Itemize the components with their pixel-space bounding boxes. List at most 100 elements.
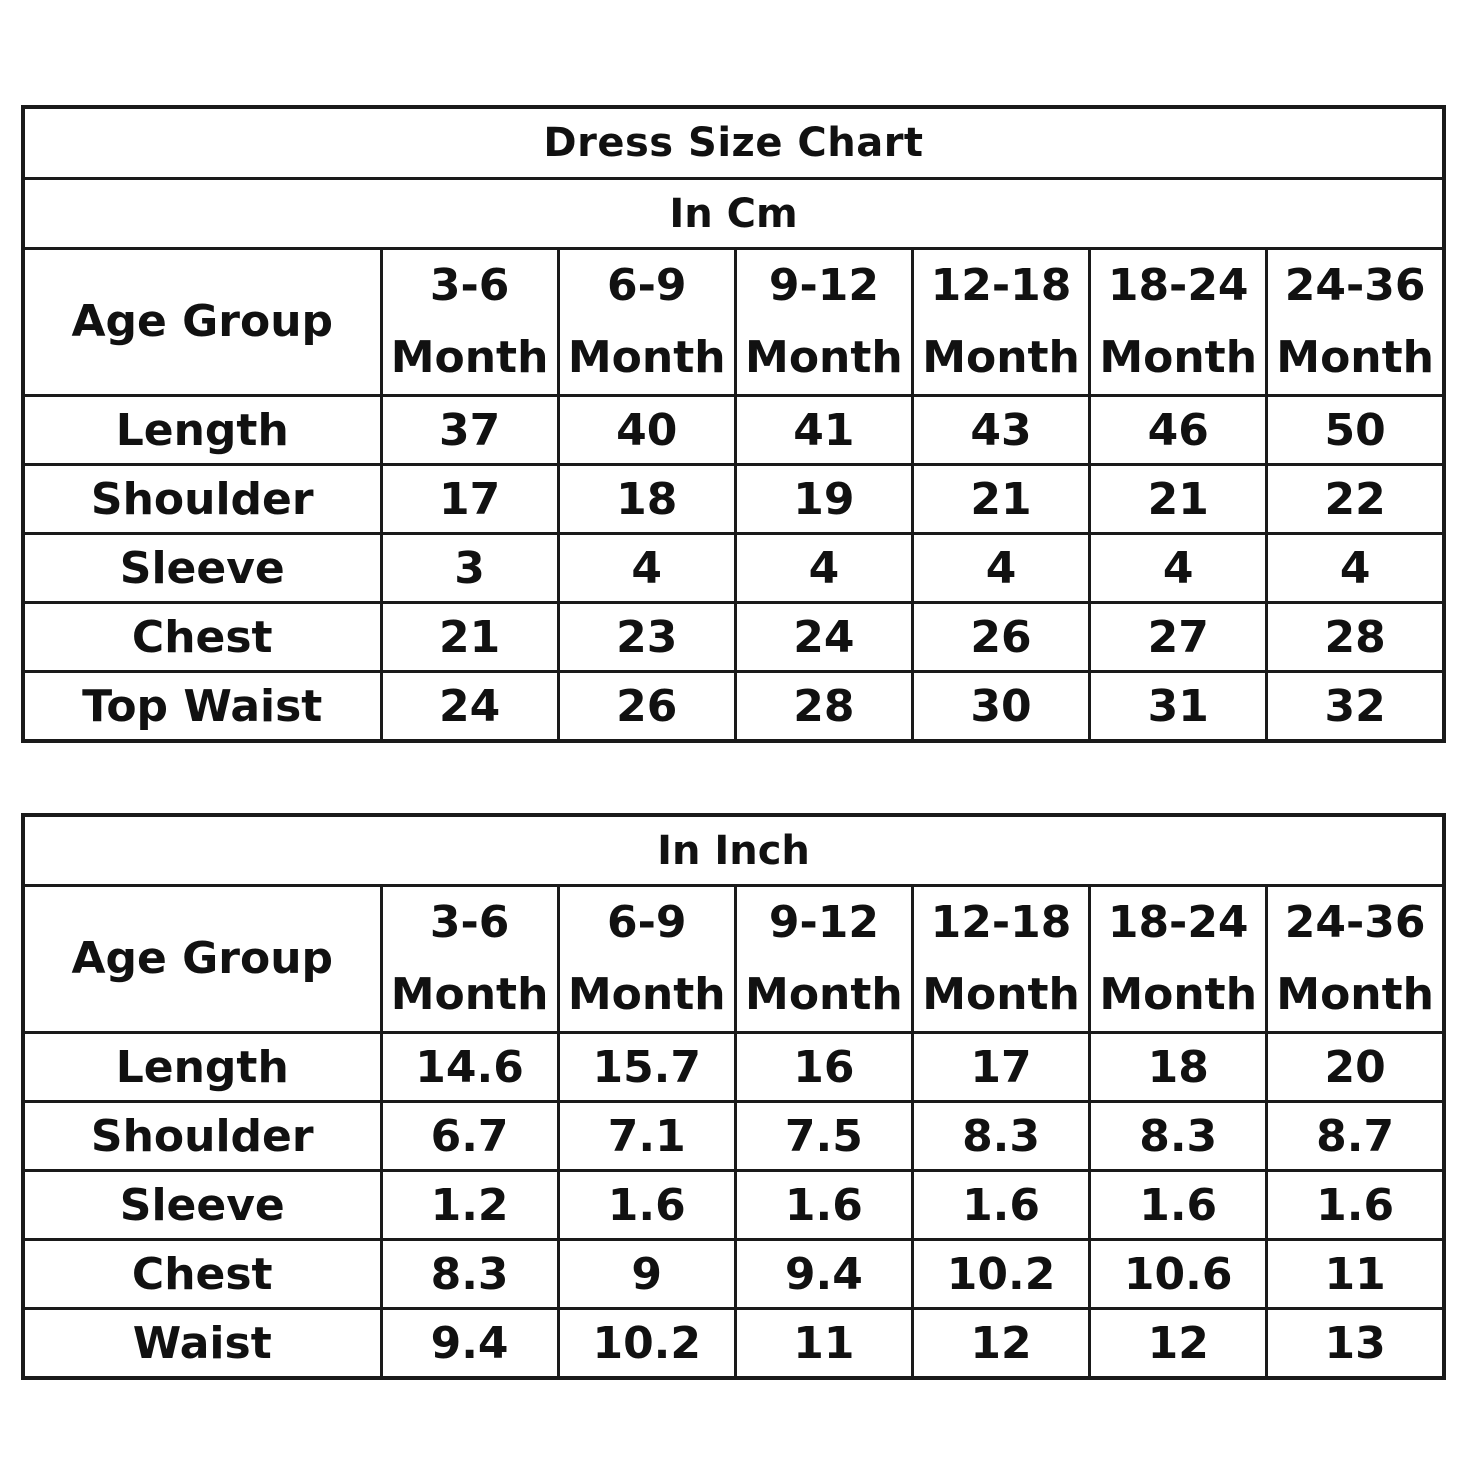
age-unit: Month xyxy=(567,332,726,383)
age-range: 18-24 xyxy=(1107,897,1249,948)
header-row: Age Group 3-6 Month 6-9 Month 9-12 Month 12… xyxy=(21,247,1446,397)
table-cell: 4 xyxy=(1088,532,1269,604)
table-cell: 26 xyxy=(910,601,1092,673)
unit-label-cm: In Cm xyxy=(21,177,1446,250)
age-unit: Month xyxy=(1099,332,1258,383)
table-row: Sleeve 3 4 4 4 4 4 xyxy=(21,532,1446,604)
table-cell: 31 xyxy=(1088,670,1269,743)
age-range: 12-18 xyxy=(930,260,1072,311)
table-row: Waist 9.4 10.2 11 12 12 13 xyxy=(21,1307,1446,1380)
table-cell: 43 xyxy=(910,394,1092,466)
table-row: Chest 21 23 24 26 27 28 xyxy=(21,601,1446,673)
table-cell: 50 xyxy=(1265,394,1446,466)
table-cell: 23 xyxy=(556,601,737,673)
table-cell: 1.6 xyxy=(556,1169,737,1241)
table-cell: 21 xyxy=(1088,463,1269,535)
age-unit: Month xyxy=(390,969,549,1020)
table-cell: 22 xyxy=(1265,463,1446,535)
table-cell: 14.6 xyxy=(379,1031,560,1103)
table-cell: 15.7 xyxy=(556,1031,737,1103)
size-table-inch-body: In Inch Age Group 3-6 Month 6-9 Month 9-12… xyxy=(21,813,1446,1380)
age-range: 6-9 xyxy=(606,260,687,311)
header-row: Age Group 3-6 Month 6-9 Month 9-12 Month 12… xyxy=(21,884,1446,1034)
table-cell: 30 xyxy=(910,670,1092,743)
table-cell: 6.7 xyxy=(379,1100,560,1172)
age-column-header: 6-9 Month xyxy=(556,247,737,397)
row-label: Chest xyxy=(21,601,383,673)
age-range: 6-9 xyxy=(606,897,687,948)
table-cell: 18 xyxy=(1088,1031,1269,1103)
size-table-cm: Dress Size Chart In Cm Age Group 3-6 Mont… xyxy=(21,105,1446,743)
table-cell: 21 xyxy=(379,601,560,673)
table-cell: 7.1 xyxy=(556,1100,737,1172)
table-cell: 11 xyxy=(1265,1238,1446,1310)
age-unit: Month xyxy=(922,332,1080,383)
row-label: Chest xyxy=(21,1238,383,1310)
row-label: Top Waist xyxy=(21,670,383,743)
row-label: Sleeve xyxy=(21,532,383,604)
table-cell: 40 xyxy=(556,394,737,466)
table-cell: 28 xyxy=(733,670,914,743)
table-cell: 32 xyxy=(1265,670,1446,743)
table-cell: 8.7 xyxy=(1265,1100,1446,1172)
table-cell: 9.4 xyxy=(733,1238,914,1310)
table-cell: 8.3 xyxy=(910,1100,1092,1172)
table-cell: 1.6 xyxy=(733,1169,914,1241)
age-unit: Month xyxy=(1276,969,1434,1020)
table-row: Top Waist 24 26 28 30 31 32 xyxy=(21,670,1446,743)
table-row: Chest 8.3 9 9.4 10.2 10.6 11 xyxy=(21,1238,1446,1310)
age-column-header: 12-18 Month xyxy=(910,884,1092,1034)
table-cell: 1.6 xyxy=(1265,1169,1446,1241)
age-unit: Month xyxy=(1099,969,1258,1020)
table-cell: 24 xyxy=(379,670,560,743)
table-cell: 8.3 xyxy=(379,1238,560,1310)
row-label: Shoulder xyxy=(21,1100,383,1172)
table-cell: 17 xyxy=(910,1031,1092,1103)
table-cell: 13 xyxy=(1265,1307,1446,1380)
table-row: Shoulder 17 18 19 21 21 22 xyxy=(21,463,1446,535)
age-column-header: 6-9 Month xyxy=(556,884,737,1034)
age-range: 9-12 xyxy=(768,260,879,311)
table-cell: 27 xyxy=(1088,601,1269,673)
table-cell: 10.2 xyxy=(910,1238,1092,1310)
table-cell: 4 xyxy=(733,532,914,604)
age-column-header: 24-36 Month xyxy=(1265,884,1446,1034)
table-cell: 17 xyxy=(379,463,560,535)
table-cell: 9 xyxy=(556,1238,737,1310)
age-unit: Month xyxy=(567,969,726,1020)
age-unit: Month xyxy=(922,969,1080,1020)
table-cell: 7.5 xyxy=(733,1100,914,1172)
table-cell: 4 xyxy=(556,532,737,604)
age-range: 18-24 xyxy=(1107,260,1249,311)
table-cell: 46 xyxy=(1088,394,1269,466)
age-range: 3-6 xyxy=(429,260,510,311)
table-cell: 10.2 xyxy=(556,1307,737,1380)
table-cell: 3 xyxy=(379,532,560,604)
age-column-header: 18-24 Month xyxy=(1088,884,1269,1034)
chart-title: Dress Size Chart xyxy=(21,105,1446,180)
table-cell: 37 xyxy=(379,394,560,466)
table-cell: 19 xyxy=(733,463,914,535)
age-column-header: 9-12 Month xyxy=(733,247,914,397)
table-cell: 41 xyxy=(733,394,914,466)
table-cell: 18 xyxy=(556,463,737,535)
table-cell: 4 xyxy=(1265,532,1446,604)
title-row: Dress Size Chart xyxy=(21,105,1446,180)
table-row: Length 14.6 15.7 16 17 18 20 xyxy=(21,1031,1446,1103)
age-column-header: 9-12 Month xyxy=(733,884,914,1034)
age-unit: Month xyxy=(390,332,549,383)
age-unit: Month xyxy=(1276,332,1434,383)
age-group-header: Age Group xyxy=(21,884,383,1034)
table-cell: 1.6 xyxy=(1088,1169,1269,1241)
age-column-header: 24-36 Month xyxy=(1265,247,1446,397)
age-range: 9-12 xyxy=(768,897,879,948)
age-group-header: Age Group xyxy=(21,247,383,397)
age-column-header: 18-24 Month xyxy=(1088,247,1269,397)
age-column-header: 3-6 Month xyxy=(379,247,560,397)
row-label: Sleeve xyxy=(21,1169,383,1241)
age-column-header: 12-18 Month xyxy=(910,247,1092,397)
table-cell: 24 xyxy=(733,601,914,673)
table-cell: 4 xyxy=(910,532,1092,604)
age-range: 12-18 xyxy=(930,897,1072,948)
row-label: Length xyxy=(21,394,383,466)
